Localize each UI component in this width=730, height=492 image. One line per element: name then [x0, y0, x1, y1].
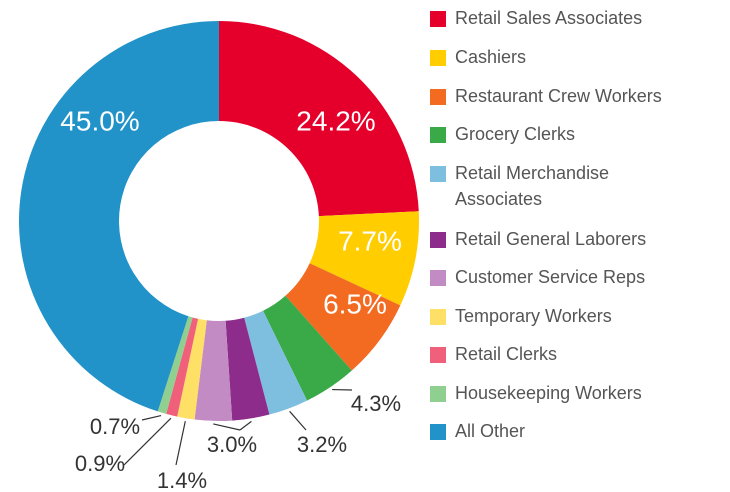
legend-item: Temporary Workers: [430, 306, 612, 329]
value-label: 45.0%: [60, 105, 139, 136]
leader-line: [239, 420, 252, 431]
legend-label: Restaurant Crew Workers: [455, 86, 662, 106]
legend-item: All Other: [430, 421, 525, 444]
legend-label: Temporary Workers: [455, 306, 612, 326]
legend-label: Cashiers: [455, 47, 527, 67]
donut-segment: [285, 263, 401, 371]
value-label: 4.3%: [351, 391, 401, 416]
legend-swatch: [430, 127, 446, 143]
legend-label: Customer Service Reps: [455, 267, 646, 287]
leader-line: [175, 421, 186, 466]
legend-label: Retail General Laborers: [455, 229, 647, 249]
leader-line: [289, 410, 307, 431]
legend-item: Customer Service Reps: [430, 267, 645, 290]
legend-swatch: [430, 50, 446, 66]
legend-swatch: [430, 166, 446, 182]
value-label: 0.7%: [90, 414, 140, 439]
legend-item: Retail Clerks: [430, 344, 557, 367]
donut-segment: [263, 295, 352, 401]
leader-line: [123, 417, 172, 466]
legend-label: Retail Merchandise Associates: [455, 163, 610, 209]
donut-segment: [225, 317, 270, 421]
donut-segment: [219, 21, 419, 217]
legend-label: Housekeeping Workers: [455, 383, 642, 403]
legend-swatch: [430, 424, 446, 440]
legend-label: Retail Sales Associates: [455, 8, 643, 28]
value-label: 3.2%: [297, 432, 347, 457]
legend-swatch: [430, 309, 446, 325]
legend-label: Retail Clerks: [455, 344, 558, 364]
legend-item: Retail Merchandise Associates: [430, 163, 635, 212]
legend-item: Housekeeping Workers: [430, 383, 642, 406]
donut-segment: [157, 316, 193, 414]
legend-label: All Other: [455, 421, 526, 441]
value-label: 7.7%: [338, 225, 402, 256]
legend-item: Retail Sales Associates: [430, 8, 642, 31]
legend-swatch: [430, 11, 446, 27]
value-label: 3.0%: [207, 432, 257, 457]
legend-swatch: [430, 270, 446, 286]
legend-swatch: [430, 386, 446, 402]
legend-item: Cashiers: [430, 47, 526, 70]
legend-item: Restaurant Crew Workers: [430, 86, 662, 109]
donut-segment: [194, 320, 233, 421]
legend-swatch: [430, 89, 446, 105]
legend-item: Grocery Clerks: [430, 124, 575, 147]
legend-swatch: [430, 232, 446, 248]
legend-item: Retail General Laborers: [430, 229, 646, 252]
donut-segment: [244, 310, 308, 415]
legend-swatch: [430, 347, 446, 363]
legend-label: Grocery Clerks: [455, 124, 576, 144]
value-label: 1.4%: [157, 468, 207, 492]
value-label: 24.2%: [296, 105, 375, 136]
leader-line: [213, 423, 241, 431]
donut-segment: [177, 318, 207, 420]
donut-segment: [166, 317, 199, 417]
value-label: 0.9%: [75, 451, 125, 476]
donut-segment: [19, 21, 220, 412]
value-label: 6.5%: [323, 288, 387, 319]
leader-line: [141, 414, 162, 421]
donut-segment: [309, 211, 419, 306]
